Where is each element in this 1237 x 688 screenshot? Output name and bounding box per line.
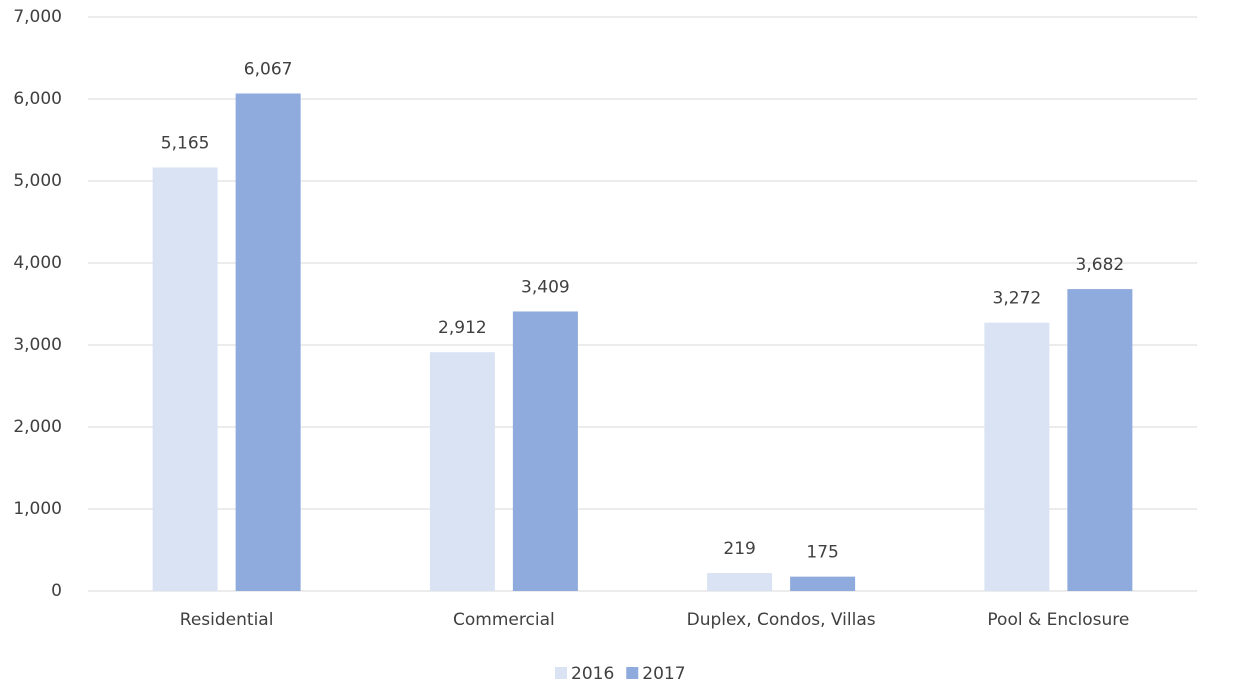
y-tick-label: 4,000 — [13, 253, 62, 273]
data-label: 175 — [806, 543, 838, 563]
data-label: 219 — [723, 539, 755, 559]
legend-label: 2017 — [642, 664, 685, 684]
y-tick-label: 1,000 — [13, 499, 62, 519]
bar — [235, 93, 301, 592]
data-label: 3,409 — [521, 277, 570, 297]
legend-swatch — [626, 667, 639, 679]
x-tick-label: Commercial — [453, 610, 555, 630]
bar — [152, 167, 218, 591]
bar — [429, 352, 495, 591]
x-tick-label: Duplex, Condos, Villas — [687, 610, 876, 630]
data-label: 3,682 — [1076, 255, 1125, 275]
data-label: 3,272 — [993, 289, 1042, 309]
bar — [1067, 289, 1133, 591]
y-tick-label: 7,000 — [13, 7, 62, 27]
y-tick-label: 0 — [51, 581, 62, 601]
x-tick-label: Residential — [180, 610, 274, 630]
y-tick-label: 5,000 — [13, 171, 62, 191]
data-label: 2,912 — [438, 318, 487, 338]
y-tick-label: 2,000 — [13, 417, 62, 437]
bar — [984, 322, 1050, 591]
y-tick-label: 3,000 — [13, 335, 62, 355]
data-label: 5,165 — [161, 133, 210, 153]
x-tick-label: Pool & Enclosure — [987, 610, 1129, 630]
y-tick-label: 6,000 — [13, 89, 62, 109]
legend-label: 2016 — [571, 664, 614, 684]
bar — [707, 573, 773, 591]
data-label: 6,067 — [244, 60, 293, 80]
legend-swatch — [555, 667, 567, 679]
bar — [512, 311, 578, 591]
bar — [790, 576, 856, 591]
